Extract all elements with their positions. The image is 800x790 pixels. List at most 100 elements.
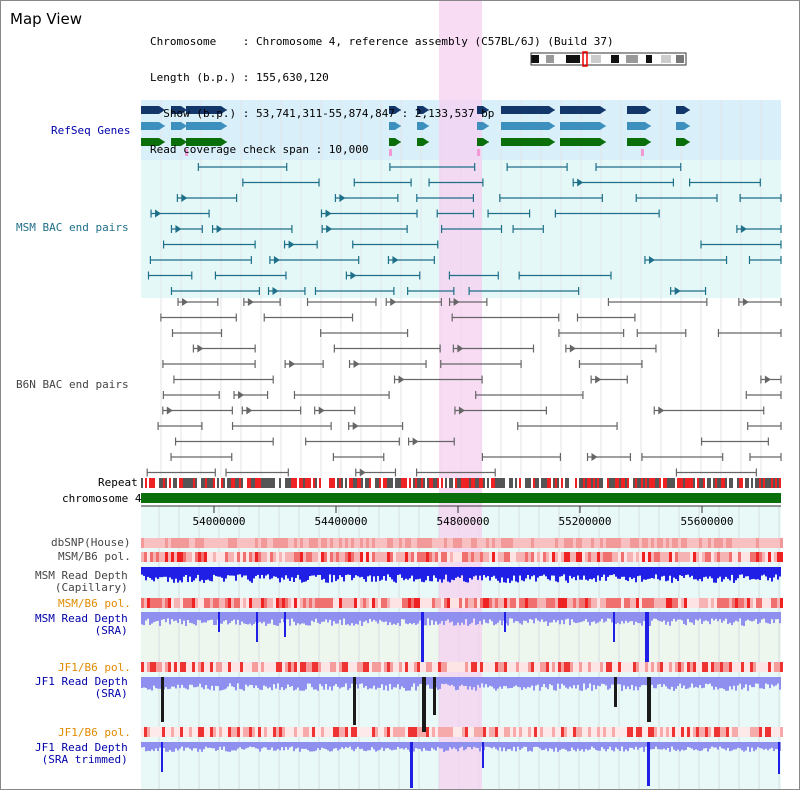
depth-bar bbox=[733, 677, 735, 686]
depth-bar bbox=[145, 742, 147, 752]
polymorphism-cell bbox=[447, 662, 450, 672]
depth-bar bbox=[229, 612, 231, 624]
repeat-block bbox=[535, 478, 537, 488]
depth-bar bbox=[543, 612, 545, 623]
repeat-block bbox=[609, 478, 611, 488]
depth-bar bbox=[723, 567, 725, 580]
polymorphism-cell bbox=[285, 552, 288, 562]
track-label-b6n-bac[interactable]: B6N BAC end pairs bbox=[16, 378, 129, 391]
depth-bar bbox=[211, 742, 213, 749]
depth-bar bbox=[453, 677, 455, 687]
ideogram-band bbox=[546, 55, 554, 63]
polymorphism-cell bbox=[516, 552, 519, 562]
depth-bar bbox=[331, 742, 333, 752]
depth-bar bbox=[185, 677, 187, 689]
depth-bar bbox=[295, 567, 297, 578]
depth-bar bbox=[189, 567, 191, 577]
polymorphism-cell bbox=[159, 538, 162, 548]
depth-bar bbox=[709, 742, 711, 749]
repeat-block bbox=[523, 478, 525, 488]
depth-bar bbox=[675, 612, 677, 622]
depth-bar bbox=[191, 612, 193, 624]
polymorphism-cell bbox=[666, 662, 669, 672]
gene-exon bbox=[171, 122, 181, 130]
depth-bar bbox=[177, 677, 179, 685]
track-label-msm-depth-capillary[interactable]: MSM Read Depth (Capillary) bbox=[35, 569, 128, 594]
polymorphism-cell bbox=[378, 598, 381, 608]
track-label-msm-depth-sra[interactable]: MSM Read Depth (SRA) bbox=[35, 612, 128, 637]
depth-bar bbox=[195, 742, 197, 749]
repeat-block bbox=[147, 478, 149, 488]
track-label-jf1-b6-pol-1[interactable]: JF1/B6 pol. bbox=[58, 661, 131, 674]
polymorphism-cell bbox=[762, 538, 765, 548]
polymorphism-cell bbox=[327, 662, 330, 672]
repeat-block bbox=[721, 478, 723, 488]
depth-bar bbox=[479, 567, 481, 576]
polymorphism-cell bbox=[750, 662, 753, 672]
repeat-block bbox=[579, 478, 581, 488]
gene-arrow bbox=[684, 106, 690, 114]
repeat-block bbox=[167, 478, 169, 488]
depth-bar bbox=[617, 677, 619, 685]
polymorphism-cell bbox=[366, 727, 369, 737]
depth-bar bbox=[379, 742, 381, 750]
depth-bar bbox=[159, 677, 161, 689]
track-label-jf1-depth-trimmed[interactable]: JF1 Read Depth (SRA trimmed) bbox=[35, 741, 128, 766]
depth-bar bbox=[675, 677, 677, 689]
depth-bar bbox=[419, 612, 421, 621]
depth-bar bbox=[293, 677, 295, 691]
depth-bar bbox=[589, 567, 591, 579]
track-label-jf1-b6-pol-2[interactable]: JF1/B6 pol. bbox=[58, 726, 131, 739]
depth-bar bbox=[537, 567, 539, 578]
depth-bar bbox=[757, 567, 759, 580]
depth-bar bbox=[405, 677, 407, 691]
depth-bar bbox=[555, 742, 557, 748]
polymorphism-cell bbox=[630, 552, 633, 562]
depth-bar bbox=[345, 612, 347, 625]
depth-bar bbox=[585, 742, 587, 750]
depth-bar bbox=[717, 612, 719, 622]
depth-bar bbox=[307, 612, 309, 626]
track-label-dbsnp[interactable]: dbSNP(House) bbox=[51, 536, 131, 549]
track-label-msm-bac[interactable]: MSM BAC end pairs bbox=[16, 221, 129, 234]
polymorphism-cell bbox=[282, 662, 285, 672]
polymorphism-cell bbox=[438, 662, 441, 672]
depth-bar bbox=[497, 567, 499, 581]
polymorphism-cell bbox=[450, 727, 453, 737]
depth-bar bbox=[601, 567, 603, 578]
polymorphism-cell bbox=[237, 598, 240, 608]
polymorphism-cell bbox=[156, 598, 159, 608]
depth-bar bbox=[549, 677, 551, 685]
depth-bar bbox=[283, 567, 285, 580]
depth-bar bbox=[475, 567, 477, 576]
track-label-repeat[interactable]: Repeat bbox=[98, 476, 138, 489]
depth-bar bbox=[571, 612, 573, 620]
depth-bar bbox=[195, 677, 197, 688]
track-label-msm-b6-pol-2[interactable]: MSM/B6 pol. bbox=[58, 597, 131, 610]
depth-spike bbox=[421, 612, 424, 662]
depth-bar bbox=[425, 742, 427, 751]
polymorphism-cell bbox=[378, 727, 381, 737]
polymorphism-cell bbox=[534, 662, 537, 672]
depth-bar bbox=[541, 677, 543, 687]
polymorphism-cell bbox=[186, 552, 189, 562]
depth-bar bbox=[569, 567, 571, 576]
track-label-refseq-genes[interactable]: RefSeq Genes bbox=[51, 124, 131, 137]
depth-bar bbox=[231, 677, 233, 687]
polymorphism-cell bbox=[594, 538, 597, 548]
depth-bar bbox=[361, 677, 363, 684]
polymorphism-cell bbox=[216, 662, 219, 672]
polymorphism-cell bbox=[459, 727, 462, 737]
track-label-jf1-depth-sra[interactable]: JF1 Read Depth (SRA) bbox=[35, 675, 128, 700]
depth-bar bbox=[309, 567, 311, 577]
track-label-msm-b6-pol-1[interactable]: MSM/B6 pol. bbox=[58, 550, 131, 563]
polymorphism-cell bbox=[309, 598, 312, 608]
depth-bar bbox=[247, 612, 249, 625]
polymorphism-cell bbox=[723, 727, 726, 737]
depth-bar bbox=[463, 677, 465, 687]
polymorphism-cell bbox=[414, 727, 417, 737]
polymorphism-cell bbox=[588, 598, 591, 608]
polymorphism-cell bbox=[204, 727, 207, 737]
depth-spike bbox=[613, 612, 615, 642]
